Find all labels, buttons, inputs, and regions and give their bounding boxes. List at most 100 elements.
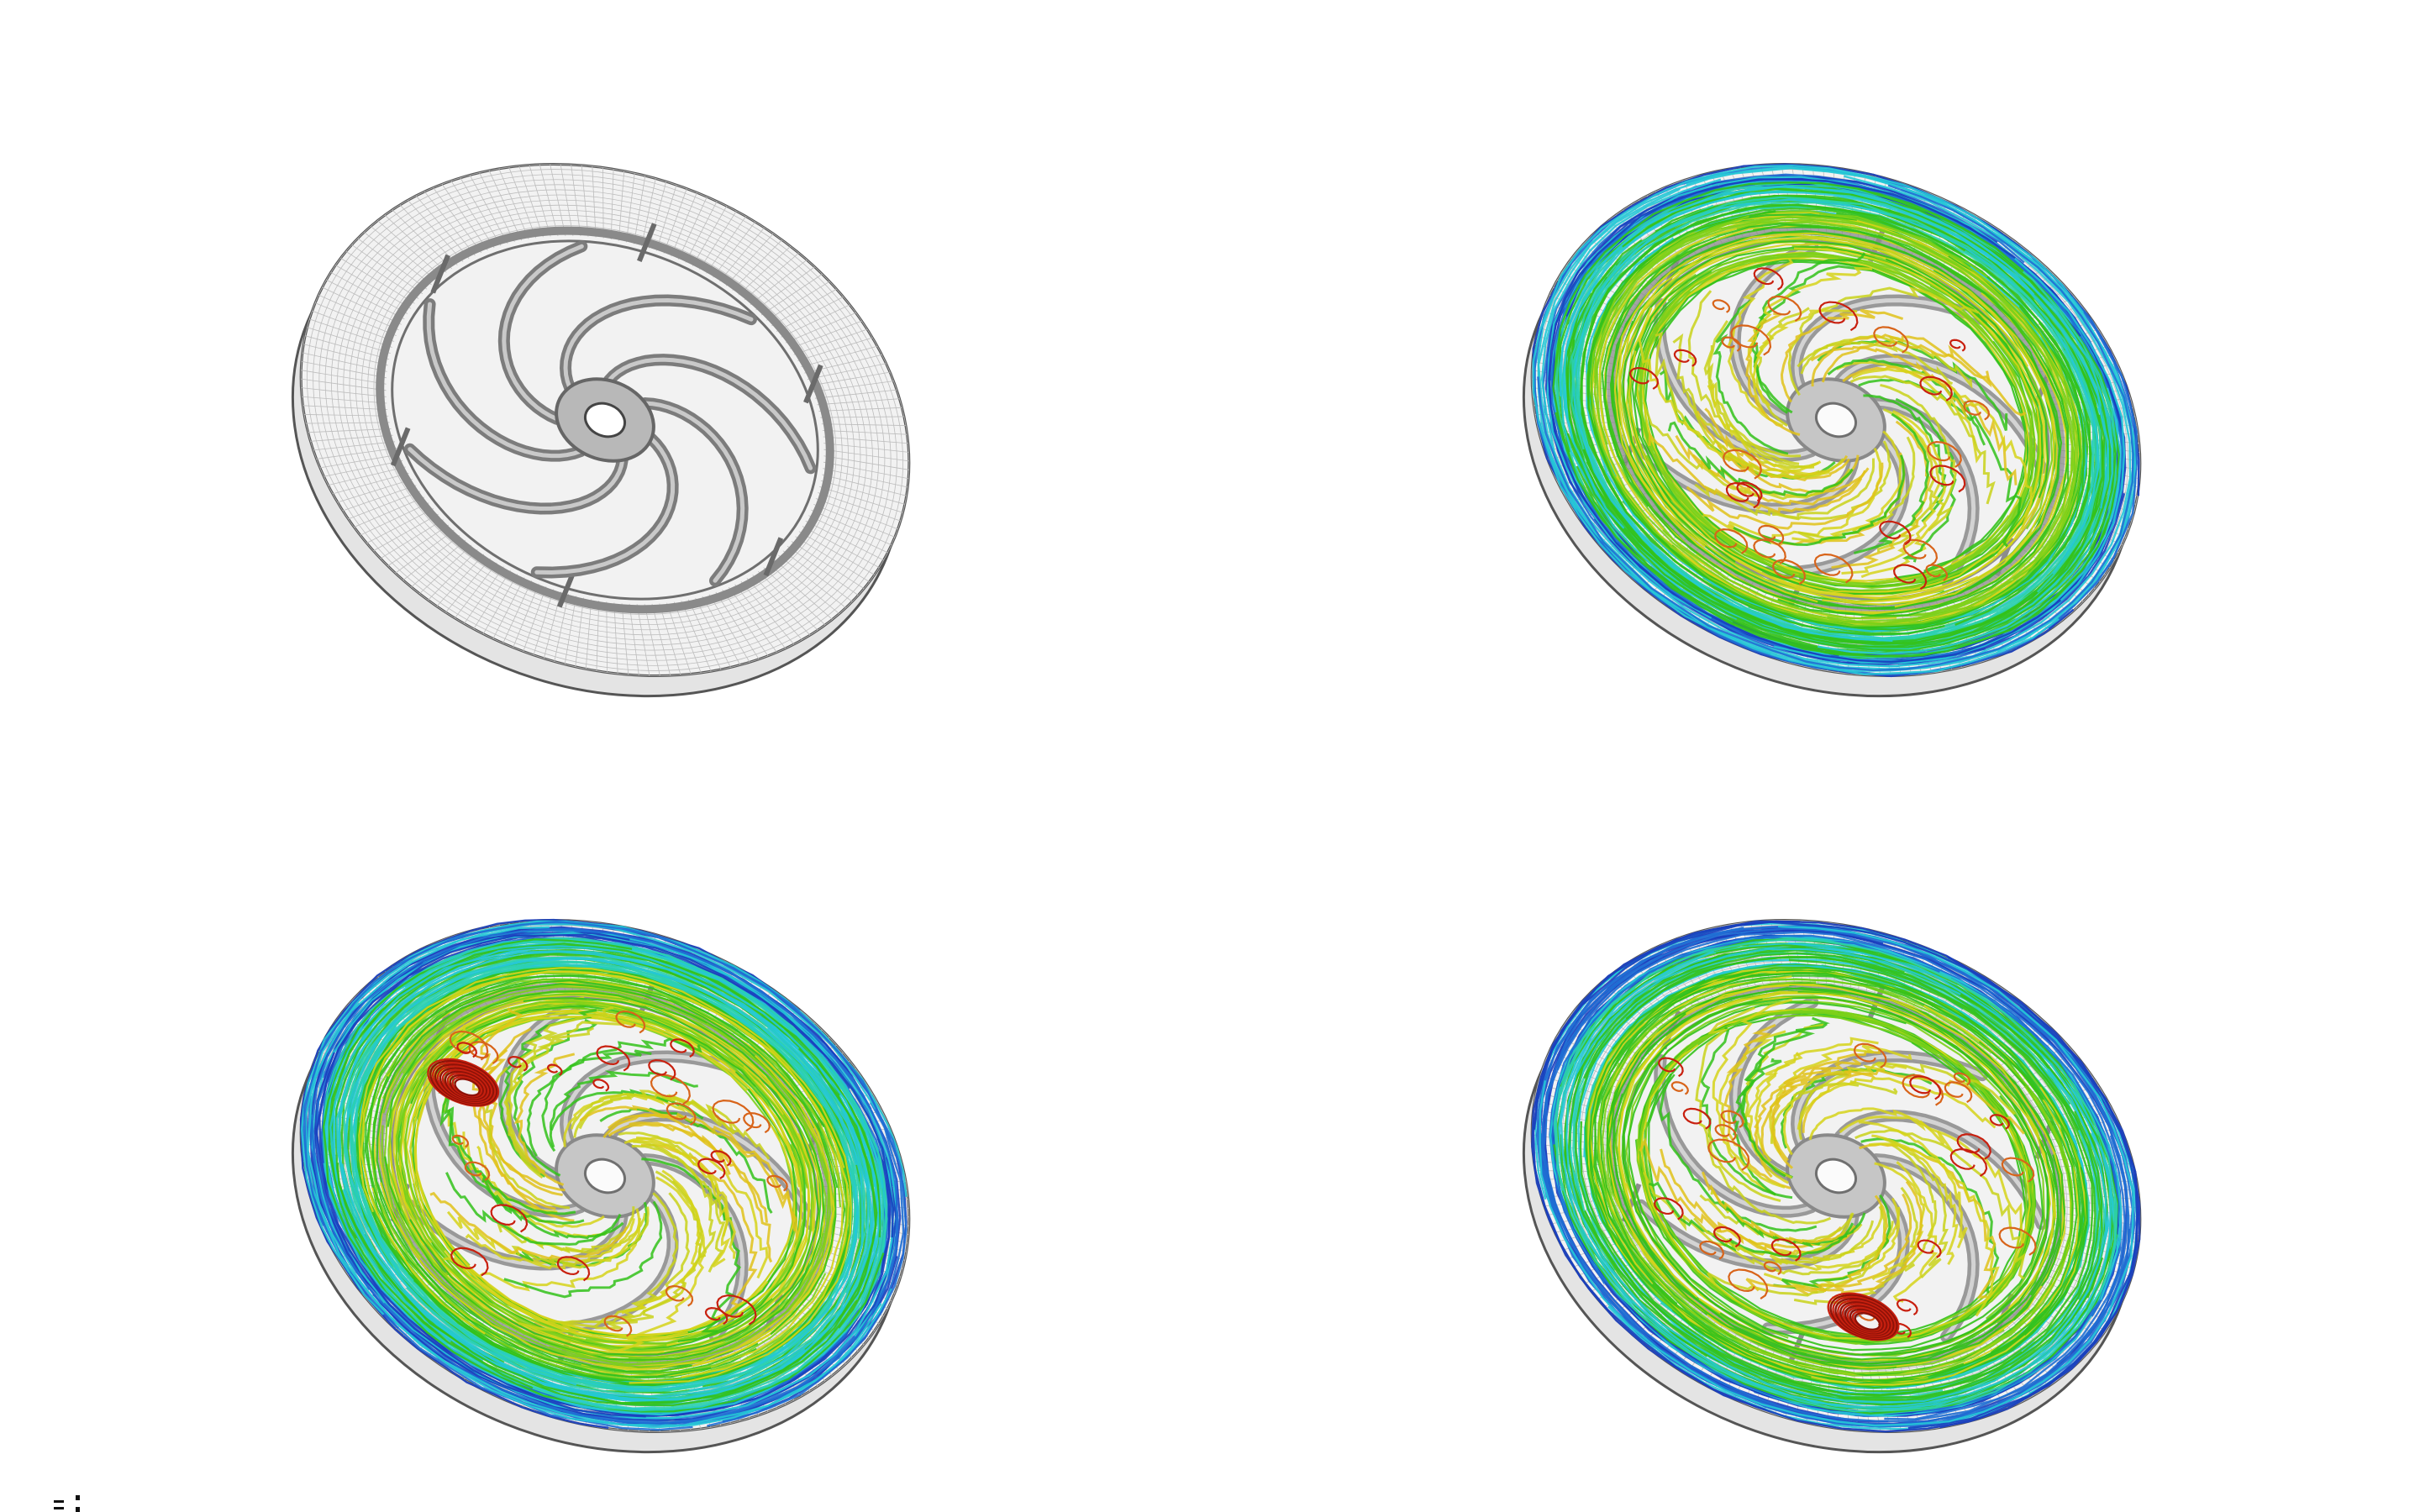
streamline bbox=[1594, 216, 2079, 626]
recirculation-streamline bbox=[556, 1256, 591, 1282]
recirculation-streamline bbox=[1753, 538, 1786, 564]
streamline bbox=[1701, 1171, 1856, 1244]
recirculation-streamline bbox=[710, 1150, 732, 1167]
streamline bbox=[1769, 1206, 1901, 1271]
recirculation-streamline bbox=[1989, 1114, 2010, 1130]
recirculation-streamline bbox=[546, 1063, 563, 1076]
hub-eye bbox=[583, 1158, 627, 1194]
recirculation-streamline bbox=[1818, 301, 1859, 332]
streamline bbox=[1662, 220, 2075, 620]
streamline bbox=[371, 979, 837, 1373]
recirculation-streamline bbox=[1853, 1042, 1887, 1068]
streamline bbox=[503, 1200, 663, 1299]
streamline bbox=[354, 963, 857, 1389]
streamline bbox=[1540, 175, 2132, 668]
streamline bbox=[1566, 187, 2112, 652]
streamline bbox=[1732, 1058, 1782, 1196]
streamline bbox=[1748, 1205, 1883, 1262]
recirculation-streamline bbox=[596, 1045, 631, 1072]
recirculation-streamline bbox=[1813, 553, 1854, 584]
streamline bbox=[1831, 420, 1931, 570]
streamline bbox=[513, 1018, 597, 1177]
streamline bbox=[1859, 1142, 1996, 1299]
streamline bbox=[1751, 309, 1858, 415]
streamline bbox=[1745, 312, 1801, 436]
streamline bbox=[1745, 1052, 1803, 1184]
streamline bbox=[335, 950, 873, 1401]
streamline bbox=[311, 929, 898, 1425]
streamline bbox=[398, 1002, 808, 1350]
streamline bbox=[547, 1192, 691, 1332]
recirculation-streamline bbox=[1722, 449, 1762, 480]
streamline bbox=[1548, 178, 2062, 664]
recirculation-streamline bbox=[1725, 481, 1760, 509]
streamline bbox=[1693, 1217, 1875, 1265]
recirculation-streamline bbox=[766, 1174, 788, 1192]
streamline bbox=[1563, 191, 2109, 529]
recirculation-streamline bbox=[1896, 1299, 1918, 1316]
recirculation-streamline bbox=[1712, 299, 1731, 313]
streamline bbox=[1719, 990, 2055, 1361]
hub-eye bbox=[1814, 1158, 1858, 1194]
streamline bbox=[1672, 333, 1819, 470]
streamline bbox=[1733, 454, 1906, 547]
recirculation-streamline bbox=[1909, 1075, 1942, 1100]
streamline bbox=[1652, 251, 2036, 590]
streamline bbox=[1791, 430, 1902, 542]
streamline bbox=[1721, 1200, 1866, 1248]
streamline bbox=[1554, 938, 2118, 1330]
recirculation-streamline bbox=[450, 1247, 489, 1277]
streamline bbox=[1782, 1062, 1907, 1156]
streamline bbox=[1860, 410, 1947, 579]
recirculation-streamline bbox=[1949, 1148, 1988, 1177]
streamline bbox=[414, 1016, 769, 1337]
streamline bbox=[1541, 927, 2130, 1404]
streamline bbox=[1608, 983, 2065, 1348]
recirculation-streamline bbox=[1892, 564, 1928, 591]
streamline bbox=[471, 1007, 566, 1192]
streamline bbox=[382, 985, 831, 1366]
streamline bbox=[1560, 942, 2112, 1409]
recirculation-streamline bbox=[1767, 295, 1802, 323]
streamline bbox=[1596, 974, 2067, 1351]
streamline bbox=[1754, 1067, 1832, 1178]
streamline bbox=[635, 1136, 731, 1268]
recirculation-streamline bbox=[716, 1294, 757, 1326]
recirculation-streamline bbox=[1721, 336, 1742, 352]
streamline bbox=[1644, 259, 2029, 580]
streamline bbox=[526, 1049, 652, 1157]
streamline bbox=[570, 1089, 740, 1133]
streamlines-group bbox=[299, 918, 908, 1431]
recirculation-streamline bbox=[665, 1284, 694, 1307]
streamline bbox=[1707, 320, 1800, 465]
streamline bbox=[1590, 213, 2083, 627]
streamline bbox=[1640, 1044, 2031, 1340]
recirculation-streamline bbox=[1714, 1124, 1737, 1142]
impeller-streamlines-a bbox=[1522, 163, 2142, 698]
streamline bbox=[387, 993, 789, 1359]
recirculation-streamline bbox=[1902, 538, 1939, 566]
streamline bbox=[1667, 421, 1854, 496]
streamline bbox=[1628, 1001, 2044, 1352]
streamline bbox=[1859, 1121, 1968, 1249]
recirculation-streamline bbox=[1728, 1268, 1769, 1299]
recirculation-streamline bbox=[1944, 1081, 1973, 1104]
streamline bbox=[481, 1027, 563, 1196]
recirculation-streamline bbox=[1707, 1138, 1750, 1171]
streamline bbox=[1849, 375, 1996, 505]
streamline bbox=[1583, 952, 2102, 1399]
streamline bbox=[1821, 339, 2027, 417]
hub-eye bbox=[583, 402, 627, 438]
recirculation-streamline bbox=[1628, 366, 1660, 390]
streamline bbox=[1622, 240, 2049, 563]
streamline bbox=[303, 920, 908, 1427]
vortex-core bbox=[1827, 1292, 1900, 1341]
recirculation-streamline bbox=[1712, 1226, 1741, 1248]
streamline bbox=[579, 1105, 731, 1175]
streamline bbox=[1640, 255, 2031, 585]
streamline bbox=[1587, 210, 2085, 631]
recirculation-streamline bbox=[1699, 1240, 1725, 1260]
recirculation-streamline bbox=[1925, 564, 1949, 581]
streamline bbox=[1552, 936, 2120, 1415]
